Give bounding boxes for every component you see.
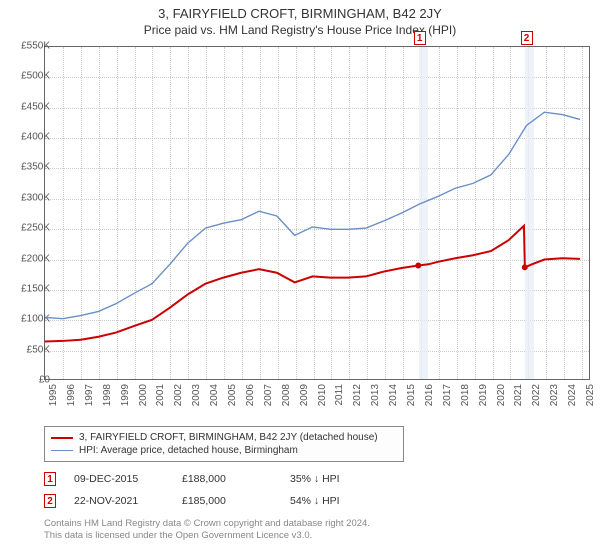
x-tick-label: 1999 bbox=[120, 384, 131, 406]
y-tick-label: £200K bbox=[6, 253, 50, 264]
y-tick-label: £300K bbox=[6, 192, 50, 203]
sale-marker-icon: 2 bbox=[521, 31, 533, 45]
y-tick-label: £450K bbox=[6, 101, 50, 112]
y-tick-label: £500K bbox=[6, 71, 50, 82]
legend-box: 3, FAIRYFIELD CROFT, BIRMINGHAM, B42 2JY… bbox=[44, 426, 404, 462]
x-tick-label: 1998 bbox=[102, 384, 113, 406]
chart-container: 3, FAIRYFIELD CROFT, BIRMINGHAM, B42 2JY… bbox=[0, 0, 600, 560]
legend-item: HPI: Average price, detached house, Birm… bbox=[51, 444, 397, 457]
x-tick-label: 2010 bbox=[317, 384, 328, 406]
x-tick-label: 2022 bbox=[531, 384, 542, 406]
event-row: 1 09-DEC-2015 £188,000 35% ↓ HPI bbox=[44, 468, 590, 490]
x-tick-label: 2006 bbox=[245, 384, 256, 406]
event-delta: 54% ↓ HPI bbox=[290, 495, 380, 507]
sale-point-icon bbox=[415, 263, 421, 269]
y-tick-label: £100K bbox=[6, 314, 50, 325]
x-tick-label: 2017 bbox=[442, 384, 453, 406]
y-tick-label: £0 bbox=[6, 375, 50, 386]
legend-swatch bbox=[51, 437, 73, 439]
event-row: 2 22-NOV-2021 £185,000 54% ↓ HPI bbox=[44, 490, 590, 512]
x-tick-label: 2025 bbox=[585, 384, 596, 406]
y-tick-label: £400K bbox=[6, 132, 50, 143]
x-tick-label: 2024 bbox=[567, 384, 578, 406]
event-marker-icon: 2 bbox=[44, 494, 56, 508]
x-tick-label: 2011 bbox=[334, 384, 345, 406]
x-tick-label: 1997 bbox=[84, 384, 95, 406]
legend-item: 3, FAIRYFIELD CROFT, BIRMINGHAM, B42 2JY… bbox=[51, 431, 397, 444]
event-delta: 35% ↓ HPI bbox=[290, 473, 380, 485]
footer-attribution: Contains HM Land Registry data © Crown c… bbox=[44, 518, 590, 543]
y-tick-label: £350K bbox=[6, 162, 50, 173]
event-date: 09-DEC-2015 bbox=[74, 473, 164, 485]
event-marker-icon: 1 bbox=[44, 472, 56, 486]
x-tick-label: 2021 bbox=[513, 384, 524, 406]
event-table: 1 09-DEC-2015 £188,000 35% ↓ HPI 2 22-NO… bbox=[44, 468, 590, 512]
x-tick-label: 2000 bbox=[138, 384, 149, 406]
plot-area: 12 bbox=[44, 46, 590, 380]
x-tick-label: 2019 bbox=[478, 384, 489, 406]
y-tick-label: £150K bbox=[6, 283, 50, 294]
x-tick-label: 1996 bbox=[66, 384, 77, 406]
chart-title: 3, FAIRYFIELD CROFT, BIRMINGHAM, B42 2JY bbox=[0, 0, 600, 21]
x-tick-label: 2003 bbox=[191, 384, 202, 406]
x-tick-label: 2009 bbox=[299, 384, 310, 406]
chart-subtitle: Price paid vs. HM Land Registry's House … bbox=[0, 21, 600, 43]
legend-label: 3, FAIRYFIELD CROFT, BIRMINGHAM, B42 2JY… bbox=[79, 432, 378, 443]
x-tick-label: 2001 bbox=[155, 384, 166, 406]
sale-marker-icon: 1 bbox=[414, 31, 426, 45]
footer-line: This data is licensed under the Open Gov… bbox=[44, 530, 590, 542]
x-tick-label: 2014 bbox=[388, 384, 399, 406]
x-tick-label: 2004 bbox=[209, 384, 220, 406]
chart-svg bbox=[45, 47, 589, 379]
y-tick-label: £250K bbox=[6, 223, 50, 234]
legend-label: HPI: Average price, detached house, Birm… bbox=[79, 445, 298, 456]
event-price: £185,000 bbox=[182, 495, 272, 507]
series-price_paid bbox=[45, 226, 580, 342]
y-tick-label: £550K bbox=[6, 41, 50, 52]
x-tick-label: 2002 bbox=[173, 384, 184, 406]
event-date: 22-NOV-2021 bbox=[74, 495, 164, 507]
footer-line: Contains HM Land Registry data © Crown c… bbox=[44, 518, 590, 530]
event-price: £188,000 bbox=[182, 473, 272, 485]
legend-swatch bbox=[51, 450, 73, 451]
sale-point-icon bbox=[522, 264, 528, 270]
x-tick-label: 2023 bbox=[549, 384, 560, 406]
x-tick-label: 2016 bbox=[424, 384, 435, 406]
x-tick-label: 2008 bbox=[281, 384, 292, 406]
x-tick-label: 2020 bbox=[496, 384, 507, 406]
x-tick-label: 1995 bbox=[48, 384, 59, 406]
x-tick-label: 2013 bbox=[370, 384, 381, 406]
x-tick-label: 2018 bbox=[460, 384, 471, 406]
x-tick-label: 2015 bbox=[406, 384, 417, 406]
y-tick-label: £50K bbox=[6, 344, 50, 355]
x-tick-label: 2007 bbox=[263, 384, 274, 406]
x-tick-label: 2012 bbox=[352, 384, 363, 406]
series-hpi bbox=[45, 112, 580, 318]
x-tick-label: 2005 bbox=[227, 384, 238, 406]
